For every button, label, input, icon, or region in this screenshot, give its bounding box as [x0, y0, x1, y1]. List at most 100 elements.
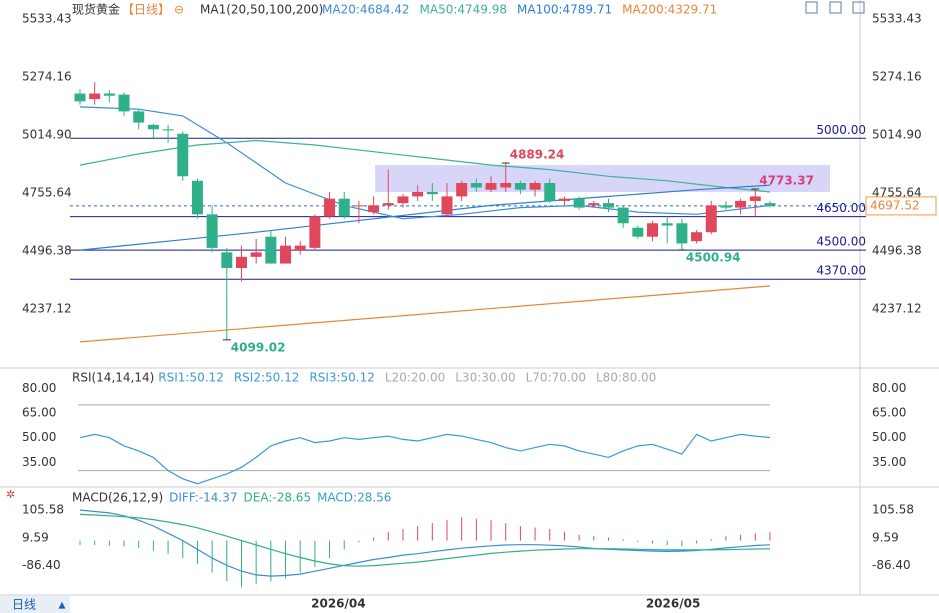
legend-entry: RSI(14,14,14) [72, 371, 154, 385]
candle-body [500, 183, 512, 188]
candle-body [324, 198, 336, 217]
period-button-bg[interactable] [0, 596, 70, 613]
candle-body [191, 180, 203, 215]
y-tick-label: 4496.38 [22, 243, 72, 257]
level-label: 4650.00 [816, 201, 866, 215]
legend-entry: L20:20.00 [385, 371, 445, 385]
level-label: 4500.00 [816, 235, 866, 249]
toolbar [805, 1, 865, 14]
candle-body [235, 256, 247, 269]
candle-body [485, 183, 497, 190]
highlight-zone [375, 165, 830, 192]
candle-body [764, 203, 776, 206]
candle-body [162, 129, 174, 131]
annotation-label: 4500.94 [686, 250, 741, 264]
y-tick-label-right: 65.00 [872, 406, 906, 420]
legend-entry: L80:80.00 [596, 371, 656, 385]
y-tick-label-right: 5014.90 [872, 127, 922, 141]
y-tick-label: 5014.90 [22, 127, 72, 141]
candle-body [309, 216, 321, 248]
y-tick-label-right: 80.00 [872, 381, 906, 395]
settings-icon[interactable]: ✲ [6, 488, 15, 501]
y-tick-label: 65.00 [22, 406, 56, 420]
candle-body [382, 203, 394, 206]
candle-body [103, 93, 115, 96]
candle-body [588, 203, 600, 206]
y-tick-label: 4237.12 [22, 301, 72, 315]
y-tick-label-right: 105.58 [872, 502, 914, 516]
legend-entry: RSI1:50.12 [158, 371, 224, 385]
candle-body [338, 198, 350, 217]
candle-body [177, 133, 189, 177]
candle-body [397, 196, 409, 204]
y-tick-label: 5274.16 [22, 69, 72, 83]
period: 【日线】 [122, 3, 170, 17]
candle-body [558, 198, 570, 201]
candle-body [353, 205, 365, 207]
legend-entry: RSI3:50.12 [309, 371, 375, 385]
candle-body [456, 183, 468, 197]
candle-body [647, 223, 659, 237]
tool-icon[interactable] [852, 1, 865, 14]
candle-body [544, 183, 556, 201]
legend-entry: MACD:28.56 [317, 491, 391, 505]
legend-entry: DIFF:-14.37 [169, 491, 237, 505]
candle-body [661, 223, 673, 226]
line [79, 285, 771, 343]
y-tick-label: 50.00 [22, 430, 56, 444]
candle-body [368, 205, 380, 213]
candle-body [412, 191, 424, 197]
legend-entry: MA100:4789.71 [517, 3, 612, 17]
x-tick-label: 2026/05 [646, 597, 700, 611]
candle-body [426, 191, 438, 195]
annotation-label: 4099.02 [231, 340, 286, 354]
y-tick-label: 4755.64 [22, 185, 72, 199]
candle-body [250, 252, 262, 257]
candle-body [691, 232, 703, 242]
candle-body [749, 196, 761, 201]
tool-icon[interactable] [829, 1, 842, 14]
candle-body [441, 196, 453, 215]
y-tick-label-right: 35.00 [872, 455, 906, 469]
candle-body [294, 245, 306, 251]
candle-body [133, 111, 145, 123]
candle-body [206, 214, 218, 248]
line [79, 139, 771, 193]
candle-body [602, 203, 614, 208]
candle-body [720, 205, 732, 208]
period-button[interactable]: 日线 [12, 598, 36, 612]
y-tick-label-right: 5533.43 [872, 11, 922, 25]
candle-body [735, 200, 747, 208]
legend-entry: MACD(26,12,9) [72, 491, 163, 505]
last-price-box [865, 196, 937, 216]
y-tick-label-right: 5274.16 [872, 69, 922, 83]
tool-icon[interactable] [805, 1, 818, 14]
candle-body [280, 245, 292, 264]
annotation-label: 4889.24 [510, 148, 565, 162]
line [79, 433, 771, 485]
line [79, 184, 771, 251]
legend-entry: L30:30.00 [455, 371, 515, 385]
legend-entry: DEA:-28.65 [244, 491, 312, 505]
y-tick-label: 5533.43 [22, 11, 72, 25]
legend-entry: MA20:4684.42 [322, 3, 410, 17]
level-label: 4370.00 [816, 264, 866, 278]
legend-entry: RSI2:50.12 [234, 371, 300, 385]
candle-body [573, 198, 585, 208]
candle-body [265, 236, 277, 264]
y-tick-label: 80.00 [22, 381, 56, 395]
ma-icon: ⊖ [174, 3, 184, 17]
candle-body [529, 183, 541, 190]
annotation-label: 4773.37 [759, 173, 814, 187]
line [79, 106, 771, 220]
line [79, 513, 771, 567]
last-price-label: 4697.52 [870, 198, 920, 212]
candle-body [74, 93, 86, 102]
y-tick-label-right: 4755.64 [872, 185, 922, 199]
y-tick-label-right: 4496.38 [872, 243, 922, 257]
y-tick-label-right: 9.59 [872, 530, 899, 544]
line [79, 509, 771, 577]
x-tick-label: 2026/04 [311, 597, 365, 611]
